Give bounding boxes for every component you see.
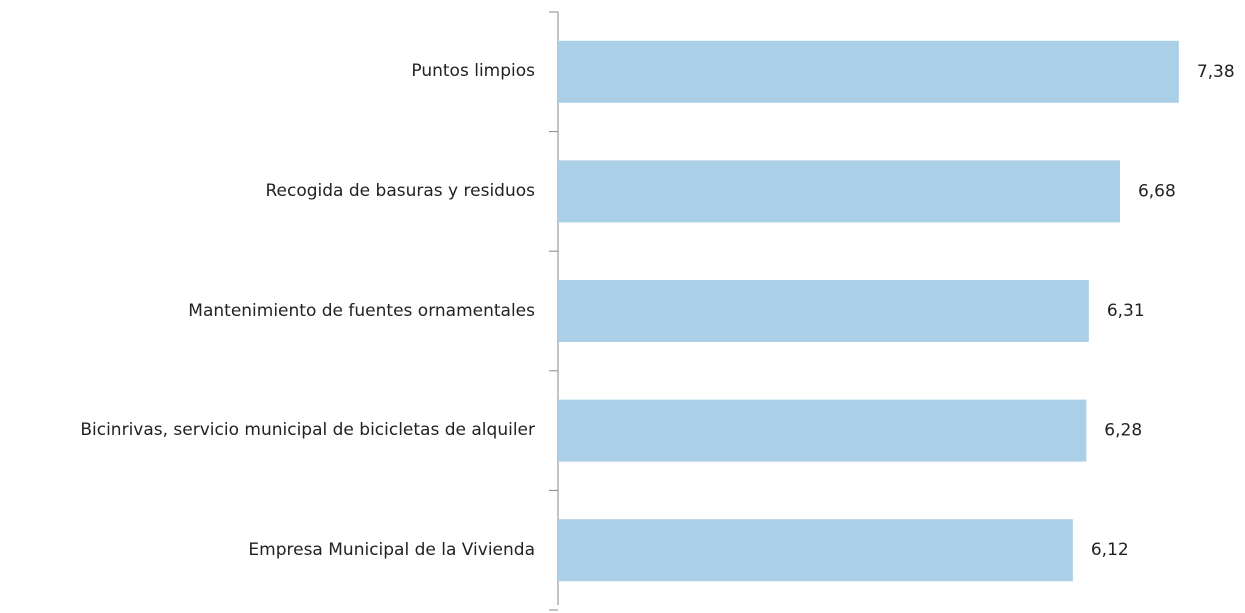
bar <box>558 160 1120 223</box>
category-label-box: Puntos limpios <box>0 32 535 112</box>
value-label: 6,68 <box>1138 181 1176 201</box>
value-label: 6,12 <box>1091 540 1129 560</box>
bar <box>558 519 1073 582</box>
category-label: Mantenimiento de fuentes ornamentales <box>188 300 535 321</box>
category-label: Puntos limpios <box>411 61 535 82</box>
value-label: 6,31 <box>1107 301 1145 321</box>
category-label-box: Recogida de basuras y residuos <box>0 151 536 231</box>
category-label-box: Empresa Municipal de la Vivienda <box>0 510 535 590</box>
bar <box>558 280 1089 342</box>
category-label: Bicinrivas, servicio municipal de bicicl… <box>80 420 535 441</box>
bar <box>558 40 1179 103</box>
category-label-box: Bicinrivas, servicio municipal de bicicl… <box>0 391 535 471</box>
category-label-box: Mantenimiento de fuentes ornamentales <box>0 271 535 351</box>
category-label: Recogida de basuras y residuos <box>265 180 536 201</box>
value-label: 6,28 <box>1104 421 1142 441</box>
value-label: 7,38 <box>1197 62 1235 82</box>
bar <box>558 399 1087 462</box>
category-label: Empresa Municipal de la Vivienda <box>248 539 535 560</box>
